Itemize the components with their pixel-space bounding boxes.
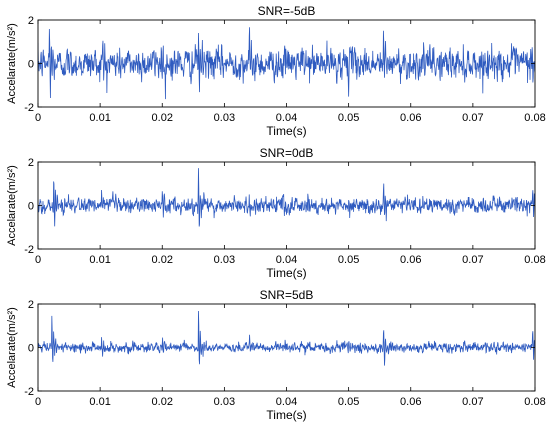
x-tick-label: 0.01	[89, 396, 110, 408]
axes-frame	[37, 161, 536, 250]
x-tick-label: 0.05	[338, 396, 359, 408]
x-tick-label: 0.06	[400, 396, 421, 408]
x-tick-label: 0.08	[524, 254, 545, 266]
y-axis-label: Accelarate(m/s²)	[6, 165, 18, 246]
x-tick-label: 0.07	[462, 396, 483, 408]
x-tick-label: 0	[35, 396, 41, 408]
y-axis-label: Accelarate(m/s²)	[6, 307, 18, 388]
x-tick-label: 0.03	[214, 112, 235, 124]
y-tick-label: 0	[28, 59, 34, 71]
y-tick-label: 2	[28, 299, 34, 311]
y-tick-label: 2	[28, 157, 34, 169]
x-tick-label: 0.02	[152, 254, 173, 266]
x-tick-label: 0.04	[276, 254, 297, 266]
signal-line-1	[38, 27, 535, 100]
x-tick-label: 0.04	[276, 396, 297, 408]
panel-3: 0 0.01 0.02 0.03 0.04 0.05 0.06 0.07 0.08-202SNR…	[6, 288, 546, 422]
panel-title: SNR=5dB	[260, 288, 314, 302]
x-tick-label: 0.05	[338, 254, 359, 266]
x-tick-label: 0.03	[214, 254, 235, 266]
x-tick-label: 0.07	[462, 112, 483, 124]
x-axis-label: Time(s)	[266, 408, 306, 422]
x-tick-label: 0.02	[152, 112, 173, 124]
x-tick-label: 0.08	[524, 112, 545, 124]
panel-1: 0 0.01 0.02 0.03 0.04 0.05 0.06 0.07 0.08-202SNR…	[6, 4, 546, 138]
panel-2: 0 0.01 0.02 0.03 0.04 0.05 0.06 0.07 0.08-202SNR…	[6, 146, 546, 280]
y-tick-label: 2	[28, 15, 34, 27]
signal-line-2	[38, 168, 535, 227]
y-tick-label: 0	[28, 201, 34, 213]
x-tick-label: 0.08	[524, 396, 545, 408]
x-tick-label: 0.04	[276, 112, 297, 124]
signal-line-3	[38, 310, 535, 366]
x-tick-label: 0	[35, 112, 41, 124]
x-tick-label: 0.06	[400, 112, 421, 124]
x-axis-label: Time(s)	[266, 266, 306, 280]
y-tick-label: -2	[24, 386, 34, 398]
x-tick-label: 0.02	[152, 396, 173, 408]
y-tick-label: 0	[28, 343, 34, 355]
x-tick-label: 0.01	[89, 254, 110, 266]
panel-title: SNR=0dB	[260, 146, 314, 160]
y-tick-label: -2	[24, 244, 34, 256]
x-tick-label: 0	[35, 254, 41, 266]
x-tick-label: 0.06	[400, 254, 421, 266]
x-tick-label: 0.03	[214, 396, 235, 408]
y-axis-label: Accelarate(m/s²)	[6, 23, 18, 104]
panel-title: SNR=-5dB	[258, 4, 316, 18]
x-tick-label: 0.05	[338, 112, 359, 124]
x-tick-label: 0.07	[462, 254, 483, 266]
x-tick-label: 0.01	[89, 112, 110, 124]
y-tick-label: -2	[24, 102, 34, 114]
x-axis-label: Time(s)	[266, 124, 306, 138]
